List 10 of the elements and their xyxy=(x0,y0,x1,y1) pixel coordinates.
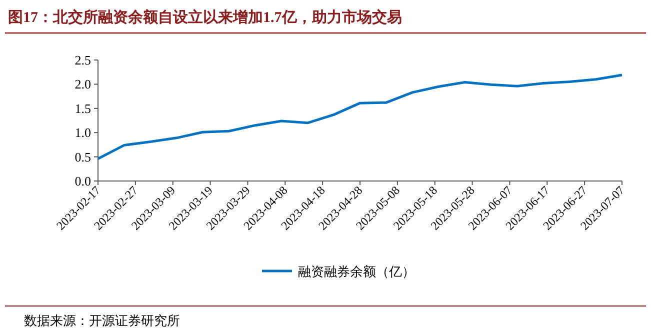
y-tick-label: 1.0 xyxy=(74,125,91,140)
y-tick-label: 1.5 xyxy=(74,100,91,116)
source-note: 数据来源：开源证券研究所 xyxy=(24,313,180,328)
y-tick-label: 2.0 xyxy=(74,76,91,92)
line-series xyxy=(96,74,624,160)
chart-title: 图17：北交所融资余额自设立以来增加1.7亿，助力市场交易 xyxy=(8,8,402,26)
y-tick-label: 0.5 xyxy=(74,149,91,164)
y-tick-label: 0.0 xyxy=(74,174,91,188)
y-tick-label: 2.5 xyxy=(74,52,91,68)
legend-label: 融资融券余额（亿） xyxy=(298,264,415,279)
